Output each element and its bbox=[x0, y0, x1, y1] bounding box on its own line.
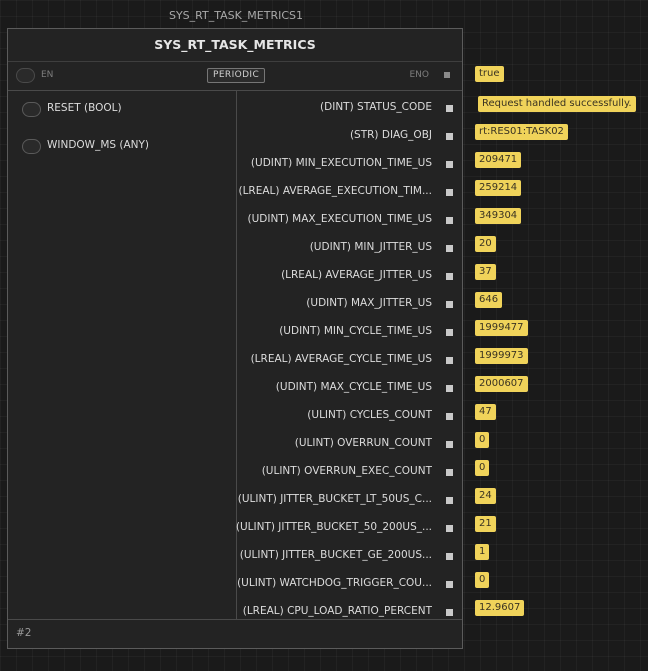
output-label: (LREAL) AVERAGE_JITTER_US bbox=[281, 269, 432, 281]
input-port-reset[interactable] bbox=[22, 102, 41, 117]
output-label: (ULINT) OVERRUN_COUNT bbox=[294, 437, 432, 449]
output-value-tag: 0 bbox=[475, 460, 490, 476]
output-label: (DINT) STATUS_CODE bbox=[320, 101, 432, 113]
output-port[interactable] bbox=[446, 497, 453, 504]
output-label: (ULINT) OVERRUN_EXEC_COUNT bbox=[261, 465, 432, 477]
output-row: (ULINT) OVERRUN_EXEC_COUNT bbox=[237, 463, 462, 481]
periodic-badge: PERIODIC bbox=[207, 68, 266, 83]
output-port[interactable] bbox=[446, 553, 453, 560]
output-row: (LREAL) AVERAGE_CYCLE_TIME_US bbox=[237, 351, 462, 369]
output-row: (ULINT) JITTER_BUCKET_LT_50US_C... bbox=[237, 491, 462, 509]
output-row: (UDINT) MIN_EXECUTION_TIME_US bbox=[237, 155, 462, 173]
output-label: (LREAL) AVERAGE_EXECUTION_TIM... bbox=[238, 185, 432, 197]
output-value-tag: 21 bbox=[475, 516, 496, 532]
function-block[interactable]: SYS_RT_TASK_METRICS EN PERIODIC ENO RESE… bbox=[7, 28, 463, 649]
output-port[interactable] bbox=[446, 413, 453, 420]
eno-label: ENO bbox=[409, 70, 429, 80]
output-value-tag: 37 bbox=[475, 264, 496, 280]
output-port[interactable] bbox=[446, 525, 453, 532]
output-port[interactable] bbox=[446, 609, 453, 616]
output-value-tag: 47 bbox=[475, 404, 496, 420]
output-port[interactable] bbox=[446, 385, 453, 392]
eno-value-tag: true bbox=[475, 66, 504, 82]
output-value-tag: 1 bbox=[475, 544, 490, 560]
input-label-window-ms: WINDOW_MS (ANY) bbox=[47, 139, 150, 151]
output-value-tag: 24 bbox=[475, 488, 496, 504]
output-port[interactable] bbox=[446, 217, 453, 224]
output-row: (UDINT) MAX_EXECUTION_TIME_US bbox=[237, 211, 462, 229]
output-value-tag: 1999973 bbox=[475, 348, 528, 364]
output-port[interactable] bbox=[446, 245, 453, 252]
output-port[interactable] bbox=[446, 357, 453, 364]
en-label: EN bbox=[41, 70, 54, 80]
output-label: (ULINT) CYCLES_COUNT bbox=[307, 409, 432, 421]
input-port-window-ms[interactable] bbox=[22, 139, 41, 154]
output-label: (STR) DIAG_OBJ bbox=[349, 129, 432, 141]
eno-output-port[interactable] bbox=[444, 72, 450, 78]
output-value-tag: 20 bbox=[475, 236, 496, 252]
output-port[interactable] bbox=[446, 105, 453, 112]
output-label: (LREAL) CPU_LOAD_RATIO_PERCENT bbox=[242, 605, 432, 617]
output-row: (UDINT) MIN_JITTER_US bbox=[237, 239, 462, 257]
block-footer: #2 bbox=[8, 619, 462, 648]
output-row: (ULINT) OVERRUN_COUNT bbox=[237, 435, 462, 453]
output-value-tag: Request handled successfully. bbox=[478, 96, 636, 112]
input-label-reset: RESET (BOOL) bbox=[47, 102, 122, 114]
output-value-tag: 0 bbox=[475, 432, 490, 448]
output-row: (STR) DIAG_OBJ bbox=[237, 127, 462, 145]
outputs-column: (DINT) STATUS_CODE (STR) DIAG_OBJ (UDINT) … bbox=[235, 91, 462, 621]
en-eno-row: EN PERIODIC ENO bbox=[8, 62, 462, 91]
output-port[interactable] bbox=[446, 273, 453, 280]
output-value-tag: 1999477 bbox=[475, 320, 528, 336]
output-value-tag: 209471 bbox=[475, 152, 522, 168]
output-port[interactable] bbox=[446, 581, 453, 588]
block-id: #2 bbox=[16, 627, 32, 639]
output-value-tag: 349304 bbox=[475, 208, 522, 224]
output-label: (UDINT) MIN_JITTER_US bbox=[309, 241, 432, 253]
output-value-tag: 259214 bbox=[475, 180, 522, 196]
block-title: SYS_RT_TASK_METRICS bbox=[8, 29, 462, 62]
output-row: (DINT) STATUS_CODE bbox=[237, 99, 462, 117]
output-label: (ULINT) JITTER_BUCKET_LT_50US_C... bbox=[237, 493, 432, 505]
output-label: (LREAL) AVERAGE_CYCLE_TIME_US bbox=[250, 353, 432, 365]
output-row: (LREAL) AVERAGE_EXECUTION_TIM... bbox=[237, 183, 462, 201]
output-row: (LREAL) CPU_LOAD_RATIO_PERCENT bbox=[237, 603, 462, 621]
output-row: (LREAL) AVERAGE_JITTER_US bbox=[237, 267, 462, 285]
output-label: (ULINT) JITTER_BUCKET_GE_200US... bbox=[239, 549, 432, 561]
output-value-tag: 12.9607 bbox=[475, 600, 525, 616]
output-port[interactable] bbox=[446, 301, 453, 308]
output-value-tag: 2000607 bbox=[475, 376, 528, 392]
en-input-port[interactable] bbox=[16, 68, 35, 83]
output-row: (UDINT) MAX_CYCLE_TIME_US bbox=[237, 379, 462, 397]
inputs-column: RESET (BOOL) WINDOW_MS (ANY) bbox=[8, 91, 237, 620]
output-value-tag: 646 bbox=[475, 292, 503, 308]
output-port[interactable] bbox=[446, 329, 453, 336]
output-label: (UDINT) MIN_EXECUTION_TIME_US bbox=[250, 157, 432, 169]
output-label: (UDINT) MIN_CYCLE_TIME_US bbox=[279, 325, 432, 337]
output-port[interactable] bbox=[446, 441, 453, 448]
output-label: (ULINT) JITTER_BUCKET_50_200US_... bbox=[235, 521, 432, 533]
output-row: (ULINT) WATCHDOG_TRIGGER_COU... bbox=[237, 575, 462, 593]
instance-name: SYS_RT_TASK_METRICS1 bbox=[168, 9, 304, 22]
output-row: (ULINT) CYCLES_COUNT bbox=[237, 407, 462, 425]
output-label: (UDINT) MAX_CYCLE_TIME_US bbox=[275, 381, 432, 393]
output-value-tag: 0 bbox=[475, 572, 490, 588]
output-label: (UDINT) MAX_EXECUTION_TIME_US bbox=[247, 213, 432, 225]
output-row: (ULINT) JITTER_BUCKET_GE_200US... bbox=[237, 547, 462, 565]
output-port[interactable] bbox=[446, 469, 453, 476]
output-label: (ULINT) WATCHDOG_TRIGGER_COU... bbox=[237, 577, 432, 589]
output-row: (UDINT) MAX_JITTER_US bbox=[237, 295, 462, 313]
output-port[interactable] bbox=[446, 189, 453, 196]
output-value-tag: rt:RES01:TASK02 bbox=[475, 124, 568, 140]
output-port[interactable] bbox=[446, 133, 453, 140]
output-row: (UDINT) MIN_CYCLE_TIME_US bbox=[237, 323, 462, 341]
output-port[interactable] bbox=[446, 161, 453, 168]
output-label: (UDINT) MAX_JITTER_US bbox=[306, 297, 432, 309]
output-row: (ULINT) JITTER_BUCKET_50_200US_... bbox=[235, 519, 462, 537]
